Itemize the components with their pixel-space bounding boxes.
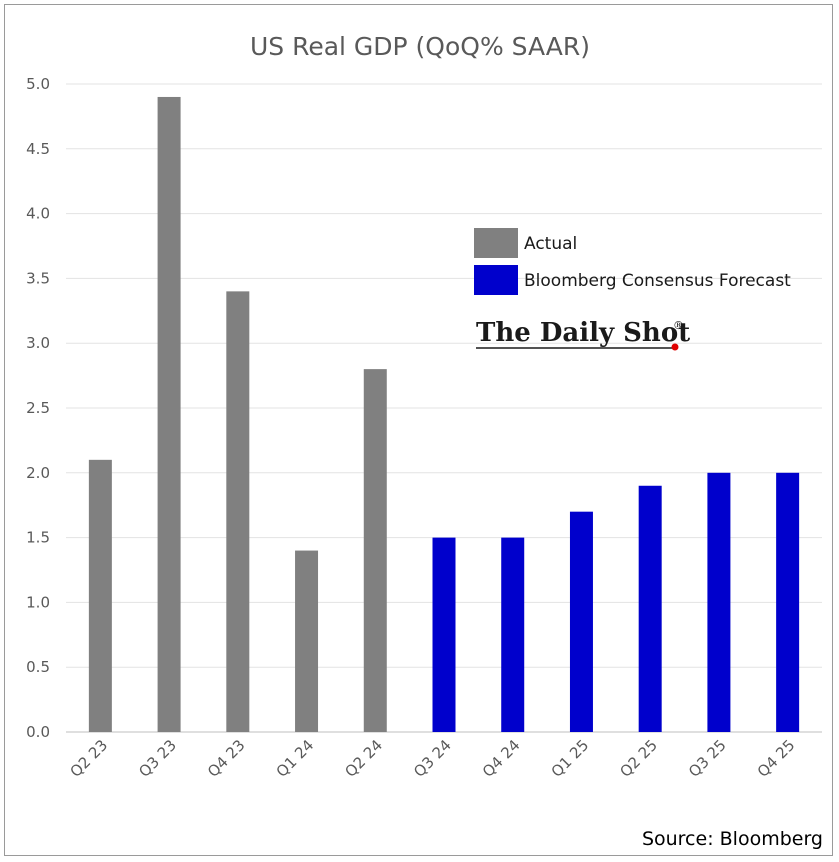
source-note: Source: Bloomberg xyxy=(642,828,823,850)
bar-q4-25 xyxy=(776,472,800,732)
bar-q2-23 xyxy=(88,459,112,732)
bar-q3-25 xyxy=(707,472,731,732)
y-tick-label: 0.0 xyxy=(26,723,50,741)
x-tick-label: Q4 23 xyxy=(204,736,249,781)
bars xyxy=(88,96,800,732)
x-tick-label: Q1 25 xyxy=(548,736,593,781)
y-tick-label: 1.0 xyxy=(26,593,50,611)
chart-frame xyxy=(4,4,833,856)
bar-q3-23 xyxy=(157,96,181,732)
x-tick-label: Q4 24 xyxy=(479,736,524,781)
x-tick-label: Q2 24 xyxy=(341,736,386,781)
y-tick-label: 4.0 xyxy=(26,205,50,223)
bar-q1-24 xyxy=(295,550,319,732)
x-tick-label: Q2 25 xyxy=(616,736,661,781)
x-tick-label: Q3 23 xyxy=(135,736,180,781)
y-tick-label: 2.0 xyxy=(26,464,50,482)
legend-label-forecast: Bloomberg Consensus Forecast xyxy=(524,271,791,291)
y-tick-label: 3.0 xyxy=(26,334,50,352)
bar-q2-25 xyxy=(638,485,662,732)
chart-title: US Real GDP (QoQ% SAAR) xyxy=(250,32,590,61)
bar-q2-24 xyxy=(363,369,387,732)
legend-swatch-forecast xyxy=(474,265,518,295)
x-tick-label: Q4 25 xyxy=(754,736,799,781)
y-tick-label: 0.5 xyxy=(26,658,50,676)
y-tick-label: 2.5 xyxy=(26,399,50,417)
x-tick-label: Q2 23 xyxy=(66,736,111,781)
bar-q4-23 xyxy=(226,291,250,732)
gridlines xyxy=(66,83,822,733)
x-tick-label: Q1 24 xyxy=(273,736,318,781)
legend-label-actual: Actual xyxy=(524,234,577,254)
y-tick-label: 1.5 xyxy=(26,529,50,547)
logo-text: The Daily Shot xyxy=(476,318,690,348)
x-tick-label: Q3 25 xyxy=(685,736,730,781)
bar-q3-24 xyxy=(432,537,456,732)
legend-swatch-actual xyxy=(474,228,518,258)
x-tick-label: Q3 24 xyxy=(410,736,455,781)
x-axis-ticks: Q2 23 Q3 23 Q4 23 Q1 24 Q2 24 Q3 24 Q4 24 Q1 25… xyxy=(66,736,798,781)
y-tick-label: 5.0 xyxy=(26,75,50,93)
daily-shot-logo: The Daily Shot ® xyxy=(476,318,690,351)
bar-q1-25 xyxy=(569,511,593,732)
y-axis-ticks: 0.0 0.5 1.0 1.5 2.0 2.5 3.0 3.5 4.0 4.5 5.0 xyxy=(26,75,50,741)
bar-q4-24 xyxy=(501,537,525,732)
legend: Actual Bloomberg Consensus Forecast xyxy=(474,228,791,295)
logo-registered-mark: ® xyxy=(673,319,684,332)
y-tick-label: 4.5 xyxy=(26,140,50,158)
logo-red-dot xyxy=(671,343,679,351)
y-tick-label: 3.5 xyxy=(26,269,50,287)
